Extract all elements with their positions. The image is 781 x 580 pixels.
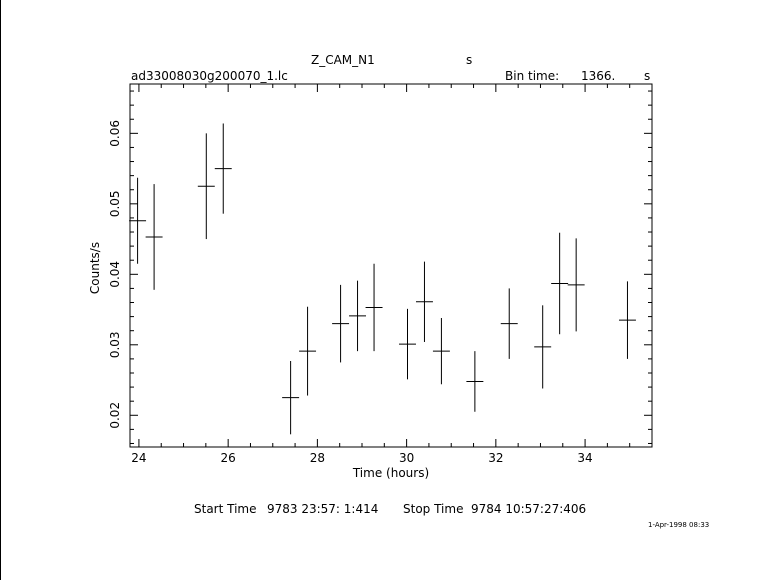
data-point xyxy=(534,305,552,389)
y-tick-label: 0.02 xyxy=(108,402,122,429)
data-point xyxy=(282,361,300,435)
x-tick-label: 30 xyxy=(399,451,414,465)
data-point xyxy=(567,238,585,332)
object-name: Z_CAM_N1 xyxy=(311,53,375,67)
file-name: ad33008030g200070_1.lc xyxy=(131,69,288,83)
x-tick-label: 32 xyxy=(488,451,503,465)
plot-frame xyxy=(129,83,653,448)
data-point xyxy=(349,280,367,352)
y-tick-label: 0.05 xyxy=(108,190,122,217)
bin-time-unit: s xyxy=(644,69,651,83)
data-point xyxy=(145,184,163,290)
data-points xyxy=(129,123,636,435)
plot-date: 1-Apr-1998 08:33 xyxy=(648,521,710,529)
data-point xyxy=(399,308,416,380)
x-tick-label: 34 xyxy=(577,451,592,465)
y-tick-label: 0.03 xyxy=(108,331,122,358)
data-point xyxy=(432,318,450,385)
x-tick-label: 24 xyxy=(131,451,146,465)
data-point xyxy=(129,177,147,264)
y-tick-label: 0.04 xyxy=(108,261,122,288)
data-point xyxy=(332,284,350,363)
data-point xyxy=(551,232,569,335)
data-point xyxy=(466,351,484,412)
axis-ticks xyxy=(130,84,652,447)
x-tick-label: 28 xyxy=(310,451,325,465)
data-point xyxy=(197,133,215,240)
data-point xyxy=(214,123,232,214)
data-point xyxy=(415,261,433,342)
stop-time-label: Stop Time xyxy=(403,502,464,516)
data-point xyxy=(618,281,636,359)
y-tick-label: 0.06 xyxy=(108,120,122,147)
bin-time-value: 1366. xyxy=(581,69,616,83)
data-point xyxy=(299,306,317,396)
data-point xyxy=(365,263,383,352)
bin-time-label: Bin time: xyxy=(505,69,560,83)
window-left-border xyxy=(0,0,1,580)
start-time-value: 9783 23:57: 1:414 xyxy=(267,502,379,516)
x-tick-label: 26 xyxy=(221,451,236,465)
tick-labels: 24 26 28 30 32 34 0.02 0.03 0.04 0.05 0.06 xyxy=(108,120,593,465)
object-unit: s xyxy=(466,53,473,67)
y-axis-label: Counts/s xyxy=(88,242,102,294)
x-axis-label: Time (hours) xyxy=(352,466,429,480)
stop-time-value: 9784 10:57:27:406 xyxy=(471,502,587,516)
start-time-label: Start Time xyxy=(194,502,257,516)
data-point xyxy=(500,288,518,359)
